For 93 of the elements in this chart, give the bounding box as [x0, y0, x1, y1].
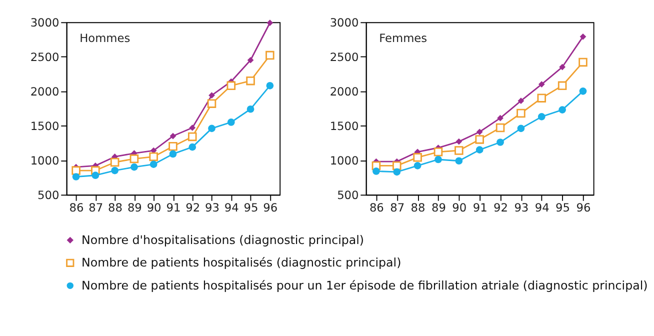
- point: [518, 98, 524, 104]
- x-tick-label: 86: [69, 200, 84, 214]
- x-tick-label: 96: [263, 200, 278, 214]
- y-tick-label: 500: [337, 188, 359, 202]
- point: [130, 154, 139, 164]
- point: [434, 148, 443, 156]
- point: [170, 132, 176, 140]
- point: [266, 82, 274, 90]
- point: [413, 153, 422, 162]
- point: [266, 50, 274, 60]
- point: [110, 158, 120, 167]
- point: [393, 168, 401, 176]
- x-tick-label: 96: [576, 200, 591, 214]
- x-tick-label: 95: [244, 200, 258, 214]
- text: Femmes: [379, 31, 428, 46]
- y-tick-label: 1500: [30, 118, 60, 133]
- point: [92, 172, 100, 180]
- point: [476, 128, 483, 136]
- point: [266, 20, 274, 26]
- point: [496, 138, 504, 146]
- point: [246, 105, 254, 113]
- y-tick-label: 500: [38, 188, 60, 202]
- point: [72, 173, 80, 180]
- y-tick-label: 1000: [330, 153, 359, 168]
- point: [434, 156, 442, 164]
- y-tick-label: 2500: [30, 50, 60, 64]
- point: [476, 146, 484, 154]
- y-tick-label: 3000: [30, 15, 60, 30]
- x-tick-label: 93: [204, 200, 220, 214]
- point: [456, 138, 462, 145]
- legend-label: Nombre de patients hospitalisés pour un 1er épisode de fibrillation atriale (diagnostic principal): [82, 278, 648, 292]
- point: [558, 106, 566, 114]
- x-tick-label: 91: [166, 200, 181, 214]
- point: [226, 81, 236, 90]
- x-tick-label: 90: [146, 200, 162, 214]
- point: [247, 56, 254, 64]
- x-tick-label: 94: [224, 200, 239, 214]
- point: [579, 88, 587, 95]
- legend-label: Nombre de patients hospitalisés (diagnostic principal): [82, 256, 402, 270]
- x-tick-label: 87: [390, 200, 405, 214]
- x-tick-label: 92: [494, 200, 508, 214]
- x-tick-label: 87: [88, 200, 104, 214]
- point: [208, 92, 215, 98]
- point: [168, 142, 178, 151]
- point: [578, 58, 588, 67]
- y-tick-label: 2500: [330, 50, 359, 64]
- x-tick-label: 89: [127, 200, 142, 214]
- point: [227, 118, 235, 126]
- point: [246, 76, 255, 86]
- point: [475, 135, 484, 144]
- y-tick-label: 1500: [330, 118, 359, 133]
- y-tick-label: 1000: [30, 153, 60, 168]
- x-tick-label: 92: [186, 200, 200, 214]
- point: [149, 152, 158, 162]
- point: [372, 168, 380, 175]
- x-tick-label: 93: [514, 200, 529, 214]
- point: [72, 166, 80, 175]
- point: [559, 64, 566, 70]
- point: [580, 33, 586, 40]
- point: [111, 166, 118, 174]
- point: [130, 163, 138, 171]
- text: Hommes: [80, 31, 130, 46]
- x-tick-label: 91: [472, 200, 488, 214]
- point: [188, 132, 197, 142]
- x-tick-label: 89: [431, 200, 446, 214]
- point: [169, 150, 177, 158]
- point: [414, 162, 422, 170]
- x-tick-label: 90: [452, 200, 467, 214]
- x-tick-label: 88: [108, 200, 123, 214]
- point: [150, 160, 158, 168]
- point: [208, 124, 216, 132]
- y-tick-label: 3000: [330, 15, 359, 30]
- x-tick-label: 94: [534, 200, 550, 214]
- point: [188, 143, 196, 151]
- point: [207, 99, 216, 108]
- x-tick-label: 86: [369, 200, 384, 214]
- y-tick-label: 2000: [30, 84, 60, 98]
- y-tick-label: 2000: [330, 84, 359, 98]
- point: [538, 81, 545, 88]
- point: [392, 161, 402, 170]
- x-tick-label: 95: [556, 200, 570, 214]
- point: [537, 94, 546, 102]
- point: [496, 123, 505, 132]
- point: [455, 157, 463, 165]
- legend-label: Nombre d'hospitalisations (diagnostic principal): [82, 232, 364, 247]
- point: [517, 124, 525, 132]
- x-tick-label: 88: [410, 200, 426, 214]
- point: [497, 114, 504, 122]
- point: [558, 81, 567, 90]
- point: [516, 108, 526, 118]
- point: [538, 113, 546, 120]
- point: [189, 124, 196, 131]
- point: [454, 146, 464, 155]
